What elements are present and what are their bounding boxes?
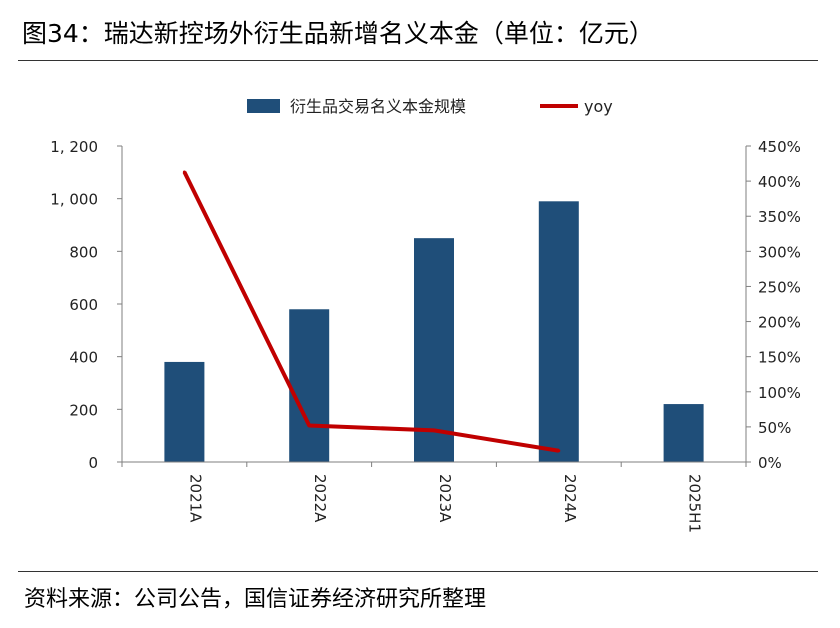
title-divider [18,60,818,61]
bar [538,201,579,463]
yoy-point [182,170,186,174]
legend-bar-swatch [247,99,280,113]
yoy-line [182,171,560,453]
left-tick-label: 200 [69,401,98,419]
bar [164,361,205,462]
legend-bar-label: 衍生品交易名义本金规模 [290,97,466,116]
legend-line-label: yoy [584,97,613,116]
right-tick-label: 350% [758,208,801,226]
x-tick-label: 2024A [561,474,579,523]
right-tick-label: 50% [758,419,791,437]
right-y-axis: 0% 50% 100% 150% 200% 250% 300% 350% 400% 450% [745,138,801,472]
bar [663,404,704,462]
x-tick-label: 2025H1 [686,474,704,533]
source-note: 资料来源：公司公告，国信证券经济研究所整理 [24,587,487,612]
left-tick-label: 600 [69,296,98,314]
yoy-point [557,449,561,453]
right-tick-label: 100% [758,384,801,402]
right-tick-label: 400% [758,173,801,191]
left-tick-label: 1, 000 [50,191,98,209]
chart-legend: 衍生品交易名义本金规模 yoy [247,97,613,116]
left-tick-label: 400 [69,349,98,367]
left-tick-label: 0 [88,454,98,472]
left-tick-label: 1, 200 [50,138,98,156]
right-tick-label: 250% [758,278,801,296]
bar-series [164,201,704,463]
left-tick-label: 800 [69,243,98,261]
x-axis-labels: 2021A 2022A 2023A 2024A 2025H1 [121,461,747,533]
yoy-point [432,428,436,432]
x-tick-label: 2021A [186,474,204,523]
right-tick-label: 200% [758,314,801,332]
left-y-axis: 0 200 400 600 800 1, 000 1, 200 [50,138,123,472]
figure-title: 图34：瑞达新控场外衍生品新增名义本金（单位：亿元） [22,19,654,48]
right-tick-label: 300% [758,243,801,261]
bar [414,238,454,462]
x-tick-label: 2023A [436,474,454,523]
right-tick-label: 0% [758,454,782,472]
yoy-line-series [182,170,561,453]
yoy-point [307,423,311,427]
source-divider [18,571,818,572]
right-tick-label: 150% [758,349,801,367]
right-tick-label: 450% [758,138,801,156]
x-tick-label: 2022A [311,474,329,523]
bar [289,309,330,462]
